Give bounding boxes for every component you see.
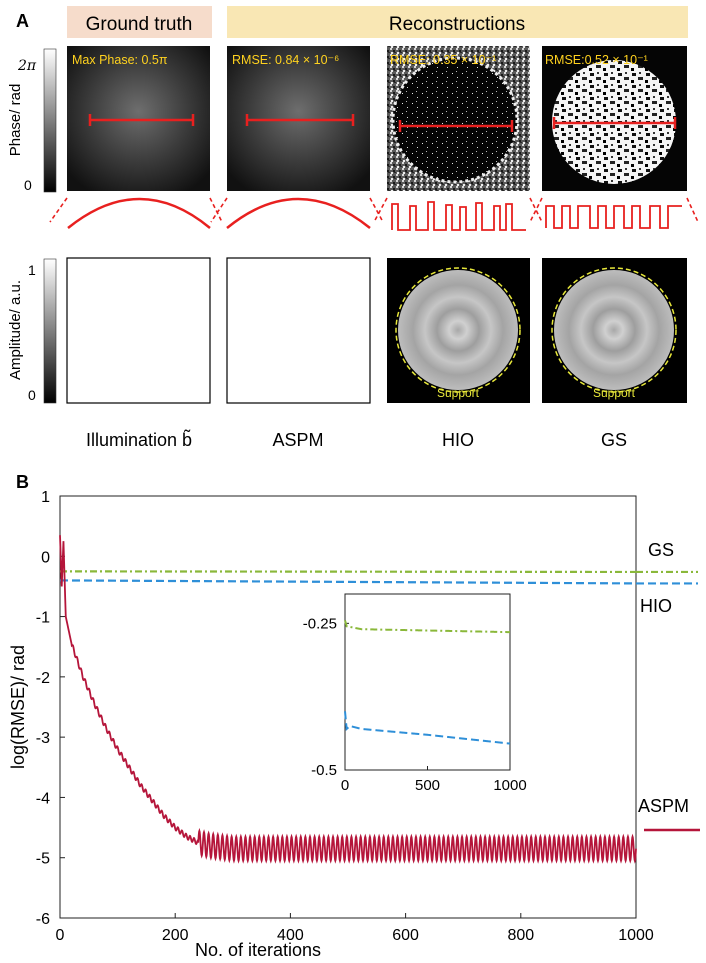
- ground-truth-header: Ground truth: [86, 14, 193, 35]
- phase-tile-aspm: RMSE: 0.84 × 10⁻⁶: [227, 46, 370, 191]
- phase-colorbar-label: Phase/ rad: [7, 84, 24, 157]
- reconstructions-header-bg: [227, 6, 688, 38]
- x-tick-label: 800: [507, 927, 534, 944]
- y-tick-label: -1: [36, 610, 50, 627]
- y-tick-label: 1: [41, 489, 50, 506]
- inset-x-tick-label: 1000: [493, 777, 526, 794]
- column-label-illumination: Illumination b̃: [86, 429, 192, 450]
- amplitude-tile-ground-truth: [66, 257, 211, 404]
- phase-colorbar-min: 0: [24, 177, 32, 193]
- panel-a-label: A: [16, 11, 29, 31]
- y-tick-label: -2: [36, 670, 50, 687]
- inset-plot-area: [344, 593, 511, 771]
- y-tick-label: -4: [36, 790, 50, 807]
- phase-tile-gs: RMSE:0.52 × 10⁻¹: [542, 46, 687, 191]
- inset-series-gs: [344, 620, 510, 634]
- column-label-aspm: ASPM: [272, 430, 323, 450]
- reconstructions-header: Reconstructions: [389, 14, 525, 35]
- amplitude-colorbar-min: 0: [28, 387, 36, 403]
- inset-chart: 0 500 1000 -0.25 -0.5: [303, 593, 527, 794]
- phase-tile-annotation: RMSE:0.52 × 10⁻¹: [545, 53, 648, 67]
- inset-y-tick-label: -0.5: [311, 762, 337, 779]
- amplitude-tile-hio: Support: [387, 258, 530, 403]
- phase-colorbar: [43, 48, 57, 193]
- inset-x-tick-label: 0: [341, 777, 349, 794]
- ground-truth-header-bg: [67, 6, 212, 38]
- phase-tile-annotation: RMSE: 0.84 × 10⁻⁶: [232, 53, 339, 67]
- series-label-gs: GS: [648, 540, 674, 560]
- series-hio: [59, 579, 637, 585]
- series-label-hio: HIO: [640, 596, 672, 616]
- phase-profiles: [49, 197, 699, 231]
- y-tick-label: -6: [36, 911, 50, 928]
- column-label-hio: HIO: [442, 430, 474, 450]
- phase-colorbar-max: 2π: [17, 58, 37, 74]
- x-tick-label: 600: [392, 927, 419, 944]
- x-tick-label: 200: [162, 927, 189, 944]
- support-label: Support: [437, 386, 480, 400]
- series-label-aspm: ASPM: [638, 796, 689, 816]
- y-axis-label: log(RMSE)/ rad: [8, 645, 28, 769]
- phase-tile-hio: RMSE: 0.35 × 10⁻¹: [387, 46, 530, 191]
- amplitude-colorbar: [43, 258, 57, 404]
- y-tick-label: -3: [36, 730, 50, 747]
- y-tick-label: -5: [36, 851, 50, 868]
- amplitude-colorbar-max: 1: [28, 262, 36, 278]
- column-label-gs: GS: [601, 430, 627, 450]
- inset-y-tick-label: -0.25: [303, 615, 337, 632]
- inset-series-hio: [344, 711, 511, 745]
- support-label: Support: [593, 386, 636, 400]
- panel-b-label: B: [16, 472, 29, 492]
- amplitude-tile-gs: Support: [542, 258, 687, 403]
- phase-tile-annotation: RMSE: 0.35 × 10⁻¹: [390, 53, 496, 67]
- series-gs: [59, 570, 637, 574]
- amplitude-colorbar-label: Amplitude/ a.u.: [7, 280, 24, 380]
- x-tick-label: 0: [56, 927, 65, 944]
- x-axis-label: No. of iterations: [195, 940, 321, 960]
- x-tick-label: 400: [277, 927, 304, 944]
- series-aspm: [59, 535, 637, 864]
- phase-tile-annotation: Max Phase: 0.5π: [72, 53, 168, 67]
- series-labels: GS HIO ASPM: [636, 540, 700, 832]
- inset-x-tick-label: 500: [415, 777, 440, 794]
- amplitude-tile-aspm: [226, 257, 371, 404]
- y-tick-label: 0: [41, 549, 50, 566]
- x-tick-label: 1000: [618, 927, 654, 944]
- phase-tile-ground-truth: Max Phase: 0.5π: [67, 46, 210, 191]
